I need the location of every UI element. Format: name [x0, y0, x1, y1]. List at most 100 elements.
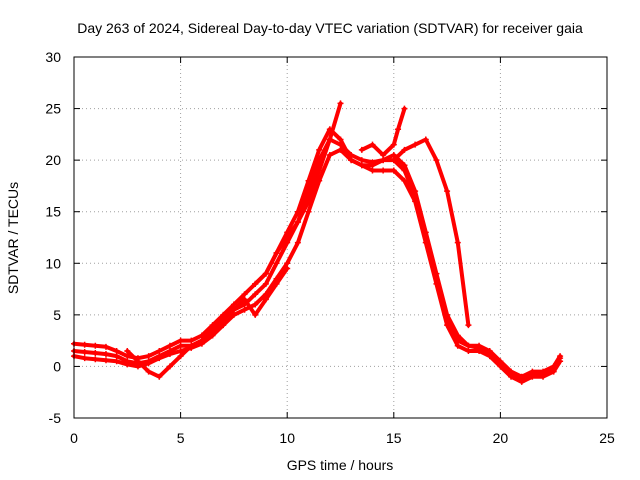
data-point [401, 167, 408, 174]
data-point [252, 301, 259, 308]
x-tick-label: 0 [70, 430, 78, 446]
data-point [284, 265, 291, 272]
data-point [156, 347, 163, 354]
data-point [92, 350, 99, 357]
data-point [390, 151, 397, 158]
data-point [188, 342, 195, 349]
data-point [380, 151, 387, 158]
data-point [401, 105, 408, 112]
data-point [156, 373, 163, 380]
data-point [465, 322, 472, 329]
grid-lines [74, 57, 607, 418]
data-point [557, 355, 564, 362]
data-point [476, 344, 483, 351]
data-point [369, 159, 376, 166]
x-tick-label: 15 [386, 430, 402, 446]
series-sat-e [252, 100, 344, 287]
data-point [81, 355, 88, 362]
data-point [454, 342, 461, 349]
x-tick-label: 20 [493, 430, 509, 446]
data-point [395, 126, 402, 133]
data-point [294, 239, 301, 246]
series-sat-g [390, 136, 472, 329]
x-axis-label: GPS time / hours [287, 457, 394, 473]
data-point [252, 291, 259, 298]
data-point [166, 363, 173, 370]
data-point [497, 361, 504, 368]
data-point [465, 347, 472, 354]
data-point [401, 146, 408, 153]
series-line-sat-d [125, 266, 290, 379]
data-point [262, 270, 269, 277]
data-point [92, 356, 99, 363]
data-point [262, 280, 269, 287]
data-point [177, 342, 184, 349]
data-point [326, 151, 333, 158]
y-tick-label: 15 [45, 204, 61, 220]
chart-title: Day 263 of 2024, Sidereal Day-to-day VTE… [77, 20, 583, 36]
data-point [422, 234, 429, 241]
data-point [433, 157, 440, 164]
data-point [444, 188, 451, 195]
data-point [166, 347, 173, 354]
data-point [316, 167, 323, 174]
data-point [358, 146, 365, 153]
data-point [220, 322, 227, 329]
y-tick-label: 25 [45, 101, 61, 117]
y-axis-label: SDTVAR / TECUs [5, 182, 21, 294]
data-point [305, 198, 312, 205]
data-point [348, 157, 355, 164]
data-point [230, 301, 237, 308]
data-point [177, 337, 184, 344]
data-point [316, 146, 323, 153]
data-point [252, 280, 259, 287]
data-point [412, 193, 419, 200]
data-point [102, 351, 109, 358]
data-point [102, 343, 109, 350]
data-point [209, 327, 216, 334]
data-point [81, 348, 88, 355]
data-point [454, 337, 461, 344]
data-point [81, 341, 88, 348]
data-point [508, 371, 515, 378]
data-point [273, 249, 280, 256]
data-point [209, 332, 216, 339]
data-point [241, 306, 248, 313]
data-point [220, 317, 227, 324]
data-point [380, 167, 387, 174]
data-point [241, 291, 248, 298]
data-point [124, 358, 131, 365]
y-tick-label: 30 [45, 49, 61, 65]
data-point [390, 167, 397, 174]
data-point [401, 162, 408, 169]
data-point [177, 347, 184, 354]
data-point [390, 141, 397, 148]
data-point [92, 342, 99, 349]
data-point [486, 351, 493, 358]
data-point [337, 100, 344, 107]
data-point [145, 368, 152, 375]
data-point [337, 141, 344, 148]
series-sat-d [124, 265, 291, 380]
data-point [540, 371, 547, 378]
data-point [198, 337, 205, 344]
data-point [337, 146, 344, 153]
data-point [124, 353, 131, 360]
data-point [113, 358, 120, 365]
axis-ticks: 0 5 10 15 20 25 -5 0 5 10 15 20 25 30 [45, 49, 615, 446]
data-point [444, 317, 451, 324]
y-tick-label: 20 [45, 152, 61, 168]
data-point [166, 342, 173, 349]
data-point [273, 260, 280, 267]
data-point [230, 306, 237, 313]
data-point [358, 162, 365, 169]
data-point [177, 353, 184, 360]
data-point [305, 208, 312, 215]
data-point [113, 347, 120, 354]
data-point [124, 347, 131, 354]
data-point [241, 296, 248, 303]
data-point [412, 141, 419, 148]
data-point [390, 157, 397, 164]
data-point [337, 136, 344, 143]
